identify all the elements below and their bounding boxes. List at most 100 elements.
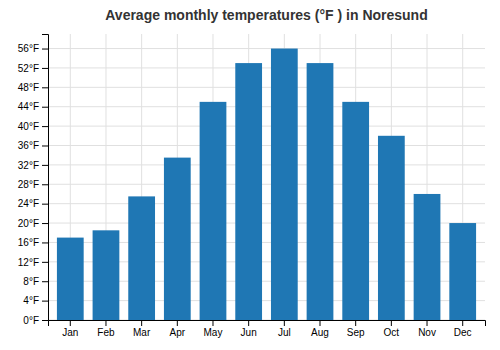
bar	[57, 238, 84, 320]
bar	[128, 196, 155, 320]
y-tick: 36°F	[18, 140, 48, 151]
bar	[342, 102, 369, 320]
grid-line-y	[48, 87, 485, 88]
tick-mark	[42, 68, 48, 69]
tick-mark	[42, 107, 48, 108]
tick-label: 12°F	[18, 257, 39, 268]
y-axis: 0°F 4°F 8°F 12°F 16°F 20°F 24°F 28°F 32°F 36°F 40°…	[18, 35, 49, 326]
axis-domain	[42, 35, 49, 321]
tick-mark	[141, 320, 142, 326]
bar	[449, 223, 476, 320]
y-tick: 40°F	[18, 121, 48, 132]
tick-label: Mar	[133, 327, 151, 338]
tick-label: Jun	[241, 327, 257, 338]
tick-mark	[42, 87, 48, 88]
tick-label: 28°F	[18, 179, 39, 190]
tick-mark	[42, 281, 48, 282]
tick-label: 24°F	[18, 198, 39, 209]
grid-line-y	[48, 126, 485, 127]
tick-label: Sep	[347, 327, 365, 338]
grid-line-y	[48, 164, 485, 165]
tick-label: Apr	[170, 327, 186, 338]
tick-label: 8°F	[23, 276, 39, 287]
tick-label: 40°F	[18, 121, 39, 132]
bar	[307, 63, 334, 320]
x-axis: Jan Feb Mar Apr May Jun Jul Aug Sep Oct Nov Dec	[49, 320, 486, 338]
grid	[48, 34, 485, 320]
tick-mark	[42, 320, 48, 321]
tick-label: Nov	[418, 327, 436, 338]
grid-line-y	[48, 145, 485, 146]
x-tick: Oct	[384, 320, 400, 338]
tick-label: 52°F	[18, 63, 39, 74]
tick-mark	[42, 49, 48, 50]
tick-label: 48°F	[18, 82, 39, 93]
grid-line-y	[48, 48, 485, 49]
tick-label: 0°F	[23, 315, 39, 326]
bar	[271, 49, 298, 320]
tick-label: Jan	[62, 327, 78, 338]
tick-mark	[42, 301, 48, 302]
tick-mark	[70, 320, 71, 326]
tick-mark	[42, 242, 48, 243]
tick-mark	[42, 126, 48, 127]
tick-mark	[284, 320, 285, 326]
tick-mark	[105, 320, 106, 326]
bars	[57, 49, 476, 320]
tick-label: 4°F	[23, 295, 39, 306]
tick-label: 32°F	[18, 160, 39, 171]
tick-label: Dec	[454, 327, 472, 338]
tick-mark	[42, 262, 48, 263]
y-tick: 8°F	[23, 276, 48, 287]
y-tick: 12°F	[18, 257, 48, 268]
tick-mark	[391, 320, 392, 326]
axis-domain	[49, 321, 486, 327]
x-tick: May	[204, 320, 223, 338]
bar	[164, 158, 191, 320]
y-tick: 20°F	[18, 218, 48, 229]
tick-label: 20°F	[18, 218, 39, 229]
x-tick: Aug	[311, 320, 329, 338]
grid-line-y	[48, 184, 485, 185]
tick-label: Feb	[97, 327, 115, 338]
x-tick: Jun	[241, 320, 257, 338]
tick-label: Jul	[278, 327, 291, 338]
tick-label: 16°F	[18, 237, 39, 248]
y-tick: 32°F	[18, 160, 48, 171]
tick-mark	[42, 204, 48, 205]
grid-line-y	[48, 67, 485, 68]
y-tick: 48°F	[18, 82, 48, 93]
tick-mark	[320, 320, 321, 326]
tick-mark	[177, 320, 178, 326]
y-tick: 56°F	[18, 43, 48, 54]
bar	[414, 194, 441, 320]
grid-line-y	[48, 106, 485, 107]
x-tick: Mar	[133, 320, 151, 338]
x-tick: Nov	[418, 320, 436, 338]
chart: Jan Feb Mar Apr May Jun Jul Aug Sep Oct Nov Dec 0°F 4…	[0, 0, 500, 350]
bar	[378, 136, 405, 320]
y-tick: 52°F	[18, 63, 48, 74]
bar	[200, 102, 227, 320]
tick-mark	[248, 320, 249, 326]
tick-mark	[42, 165, 48, 166]
y-tick: 16°F	[18, 237, 48, 248]
x-tick: Jul	[278, 320, 291, 338]
tick-mark	[427, 320, 428, 326]
y-tick: 44°F	[18, 101, 48, 112]
x-tick: Dec	[454, 320, 472, 338]
tick-label: Aug	[311, 327, 329, 338]
tick-mark	[355, 320, 356, 326]
tick-label: 56°F	[18, 43, 39, 54]
x-tick: Apr	[170, 320, 186, 338]
y-tick: 24°F	[18, 198, 48, 209]
tick-mark	[42, 223, 48, 224]
tick-mark	[462, 320, 463, 326]
tick-label: 36°F	[18, 140, 39, 151]
y-tick: 4°F	[23, 295, 48, 306]
title: Average monthly temperatures (°F ) in No…	[105, 7, 427, 23]
y-tick: 28°F	[18, 179, 48, 190]
tick-label: May	[204, 327, 223, 338]
x-tick: Jan	[62, 320, 78, 338]
y-tick: 0°F	[23, 315, 48, 326]
